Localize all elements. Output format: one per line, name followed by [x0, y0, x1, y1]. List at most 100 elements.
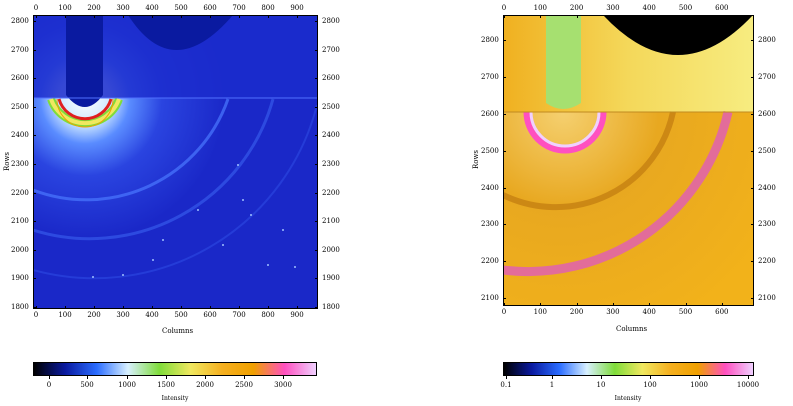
right-y-tick-mark: [751, 40, 754, 42]
left-y-tick-label-left: 2800: [11, 17, 29, 25]
right-colorbar-tick-label: 10000: [736, 381, 760, 389]
right-y-tick-mark: [751, 114, 754, 115]
left-image-svg: [33, 15, 317, 308]
right-colorbar-tick-mark: [506, 376, 507, 379]
left-x-tick-mark: [65, 306, 66, 309]
right-x-tick-label-bottom: 500: [678, 308, 693, 316]
left-x-tick-label-top: 800: [261, 4, 275, 12]
right-colorbar: [503, 362, 754, 376]
left-x-tick-label-top: 400: [145, 4, 159, 12]
right-x-tick-mark: [504, 15, 505, 18]
left-colorbar-tick-mark: [49, 376, 50, 379]
left-x-tick-label-bottom: 300: [116, 311, 130, 319]
left-x-tick-label-bottom: 100: [58, 311, 72, 319]
left-x-tick-mark: [239, 15, 240, 18]
left-y-tick-label-left: 2200: [11, 188, 29, 197]
right-x-tick-mark: [576, 303, 578, 306]
left-x-tick-mark: [123, 15, 124, 18]
left-y-tick-mark: [33, 221, 36, 223]
left-y-tick-mark: [315, 307, 318, 308]
left-y-tick-mark: [315, 135, 318, 137]
right-y-tick-mark: [503, 224, 506, 226]
left-y-tick-label-left: 2100: [11, 217, 29, 226]
right-y-tick-label-right: 2300: [758, 220, 776, 229]
right-colorbar-tick-mark: [748, 376, 749, 379]
left-y-tick-mark: [315, 164, 318, 165]
left-y-tick-label-right: 2200: [322, 188, 340, 197]
right-x-tick-label-top: 300: [606, 4, 620, 12]
left-x-tick-label-top: 100: [58, 4, 72, 12]
left-y-tick-mark: [315, 278, 318, 280]
left-y-tick-mark: [33, 21, 36, 22]
left-x-tick-mark: [36, 306, 37, 309]
left-colorbar-tick-label: 1500: [157, 381, 175, 389]
left-y-tick-label-right: 2400: [322, 131, 340, 140]
left-y-tick-mark: [315, 21, 318, 22]
right-y-tick-label-left: 2500: [481, 146, 499, 155]
left-y-tick-label-left: 2600: [11, 74, 29, 83]
right-y-tick-label-left: 2800: [481, 36, 499, 45]
right-x-tick-mark: [685, 303, 687, 306]
right-detector-image[interactable]: [503, 15, 753, 305]
left-colorbar-tick-label: 2500: [235, 381, 253, 389]
right-x-tick-mark: [612, 15, 614, 18]
left-y-tick-mark: [33, 307, 36, 308]
left-colorbar-tick-mark: [166, 376, 167, 379]
right-colorbar-tick-label: 1: [549, 381, 555, 389]
left-x-tick-mark: [65, 15, 66, 18]
right-y-tick-label-left: 2400: [481, 183, 499, 192]
left-y-tick-mark: [33, 78, 36, 80]
right-colorbar-title: Intensity: [614, 395, 642, 402]
right-y-tick-label-right: 2200: [758, 257, 776, 266]
right-y-tick-mark: [751, 224, 754, 226]
right-y-tick-label-left: 2600: [481, 110, 499, 118]
right-y-tick-label-right: 2500: [758, 146, 776, 155]
left-y-axis-title: Rows: [3, 151, 12, 172]
left-y-tick-label-left: 1900: [11, 274, 29, 283]
left-x-tick-label-top: 900: [290, 4, 304, 12]
right-x-tick-label-top: 0: [501, 4, 507, 12]
left-x-tick-label-bottom: 200: [87, 311, 101, 319]
left-plot-frame: [33, 15, 318, 309]
right-y-tick-label-right: 2600: [758, 110, 776, 118]
right-y-tick-mark: [751, 77, 754, 79]
right-x-axis-title: Columns: [616, 325, 648, 333]
left-x-tick-label-top: 500: [174, 4, 188, 12]
right-x-tick-label-bottom: 600: [715, 308, 729, 316]
left-x-tick-mark: [123, 306, 124, 309]
right-colorbar-tick-mark: [601, 376, 602, 379]
left-y-tick-mark: [33, 249, 36, 251]
left-x-tick-mark: [152, 15, 153, 18]
right-y-tick-label-left: 2100: [481, 294, 499, 302]
left-x-tick-mark: [152, 306, 153, 309]
right-y-tick-mark: [503, 40, 506, 42]
right-y-tick-label-left: 2700: [481, 73, 499, 82]
right-y-tick-label-right: 2400: [758, 183, 776, 192]
left-y-tick-mark: [33, 49, 36, 51]
left-colorbar: [33, 362, 317, 376]
left-x-tick-mark: [181, 15, 182, 18]
right-x-tick-label-bottom: 100: [533, 308, 547, 316]
left-colorbar-tick-label: 3000: [274, 381, 292, 389]
right-x-tick-mark: [649, 15, 651, 18]
right-colorbar-tick-label: 0.1: [500, 381, 512, 389]
left-x-tick-label-bottom: 800: [261, 311, 275, 319]
left-y-tick-mark: [33, 278, 36, 280]
right-x-tick-label-bottom: 0: [501, 308, 507, 316]
left-colorbar-tick-mark: [127, 376, 128, 379]
left-y-tick-label-left: 2500: [11, 102, 29, 111]
left-x-tick-mark: [210, 15, 211, 18]
left-y-tick-label-right: 1900: [322, 274, 340, 283]
left-y-tick-mark: [33, 192, 36, 194]
right-y-tick-label-right: 2100: [758, 294, 776, 302]
right-y-tick-mark: [751, 298, 754, 299]
right-y-tick-mark: [503, 261, 506, 263]
right-y-tick-mark: [503, 77, 506, 79]
right-y-axis-title: Rows: [472, 149, 481, 170]
left-colorbar-tick-label: 500: [80, 381, 94, 389]
left-x-tick-mark: [268, 306, 269, 309]
left-x-tick-mark: [210, 306, 211, 309]
left-detector-image[interactable]: [33, 15, 317, 308]
left-x-tick-label-bottom: 400: [145, 311, 159, 319]
left-x-tick-label-top: 200: [87, 4, 101, 12]
